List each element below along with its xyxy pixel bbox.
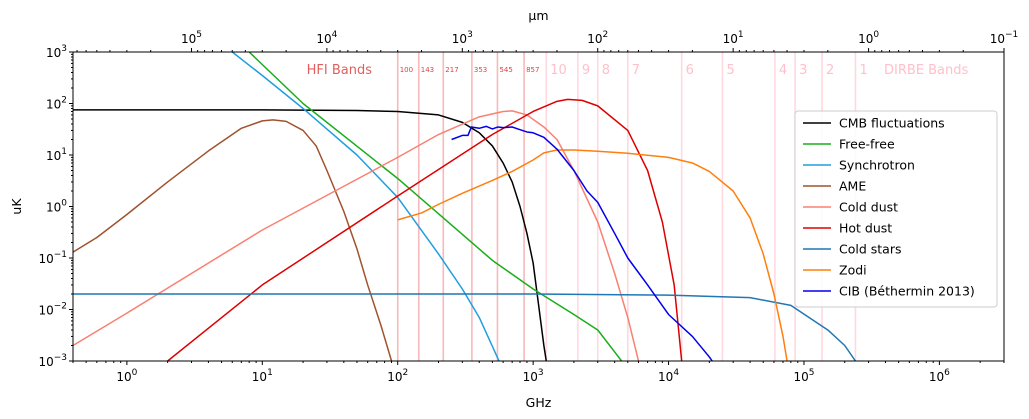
dirbe-band-label: 2 — [826, 63, 834, 78]
series-layer — [73, 52, 857, 361]
tick-label: 101 — [723, 30, 744, 46]
legend-entry: Cold stars — [839, 242, 901, 257]
tick-label: 105 — [793, 368, 814, 384]
dirbe-band-label: 5 — [726, 63, 734, 78]
hfi-band-label: 143 — [421, 66, 434, 74]
series-line-5 — [167, 98, 683, 361]
legend-entry: Synchrotron — [839, 158, 915, 173]
top-x-axis-label: µm — [528, 8, 548, 23]
tick-label: 100 — [46, 199, 67, 215]
tick-label: 10−2 — [38, 302, 67, 318]
y-axis-label: uK — [9, 198, 24, 215]
hfi-band-label: 100 — [400, 66, 413, 74]
tick-label: 104 — [658, 368, 679, 384]
series-line-2 — [231, 52, 500, 361]
series-line-4 — [73, 110, 640, 361]
hfi-band-label: 857 — [526, 66, 539, 74]
dirbe-band-label: 7 — [632, 63, 640, 78]
dirbe-band-label: 8 — [602, 63, 610, 78]
legend-entry: Free-free — [839, 137, 895, 152]
tick-label: 102 — [387, 368, 408, 384]
legend-entry: AME — [839, 179, 866, 194]
dirbe-band-label: 6 — [686, 63, 694, 78]
series-line-6 — [73, 293, 857, 361]
dirbe-bands-title: DIRBE Bands — [884, 63, 969, 78]
legend-entry: Hot dust — [839, 221, 892, 236]
tick-label: 101 — [46, 147, 67, 163]
dirbe-band-label: 1 — [859, 63, 867, 78]
legend-frame — [794, 110, 998, 308]
tick-label: 10−3 — [38, 353, 67, 369]
tick-label: 105 — [181, 30, 202, 46]
legend-entry: Zodi — [839, 263, 867, 278]
series-line-7 — [397, 149, 788, 361]
tick-label: 101 — [252, 368, 273, 384]
dirbe-band-label: 9 — [582, 63, 590, 78]
hfi-band-label: 353 — [474, 66, 487, 74]
tick-label: 104 — [316, 30, 337, 46]
tick-label: 10−1 — [990, 30, 1019, 46]
tick-label: 103 — [523, 368, 544, 384]
hfi-bands-title: HFI Bands — [307, 63, 373, 78]
tick-label: 102 — [587, 30, 608, 46]
dirbe-band-label: 10 — [550, 63, 567, 78]
legend-entry: Cold dust — [839, 200, 898, 215]
legend-entry: CMB fluctuations — [839, 116, 945, 131]
tick-label: 10−1 — [38, 250, 67, 266]
tick-label: 102 — [46, 96, 67, 112]
hfi-band-label: 545 — [499, 66, 512, 74]
x-axis-label: GHz — [526, 395, 552, 410]
tick-label: 103 — [46, 44, 67, 60]
series-line-0 — [73, 109, 548, 361]
series-line-3 — [73, 119, 393, 361]
series-line-1 — [248, 52, 623, 361]
tick-label: 106 — [929, 368, 950, 384]
dirbe-band-label: 3 — [799, 63, 807, 78]
legend-entry: CIB (Béthermin 2013) — [839, 284, 975, 299]
series-line-8 — [451, 125, 713, 361]
dirbe-band-label: 4 — [779, 63, 787, 78]
legend: CMB fluctuations Free-free Synchrotron AME C… — [794, 110, 998, 308]
bands-layer: 100 143 217 353 545 857 HFI Bands 10 9 8 7 6 5 4 3 2 1 DI… — [307, 52, 969, 361]
tick-label: 100 — [858, 30, 879, 46]
tick-label: 103 — [452, 30, 473, 46]
tick-label: 100 — [116, 368, 137, 384]
hfi-band-label: 217 — [445, 66, 458, 74]
